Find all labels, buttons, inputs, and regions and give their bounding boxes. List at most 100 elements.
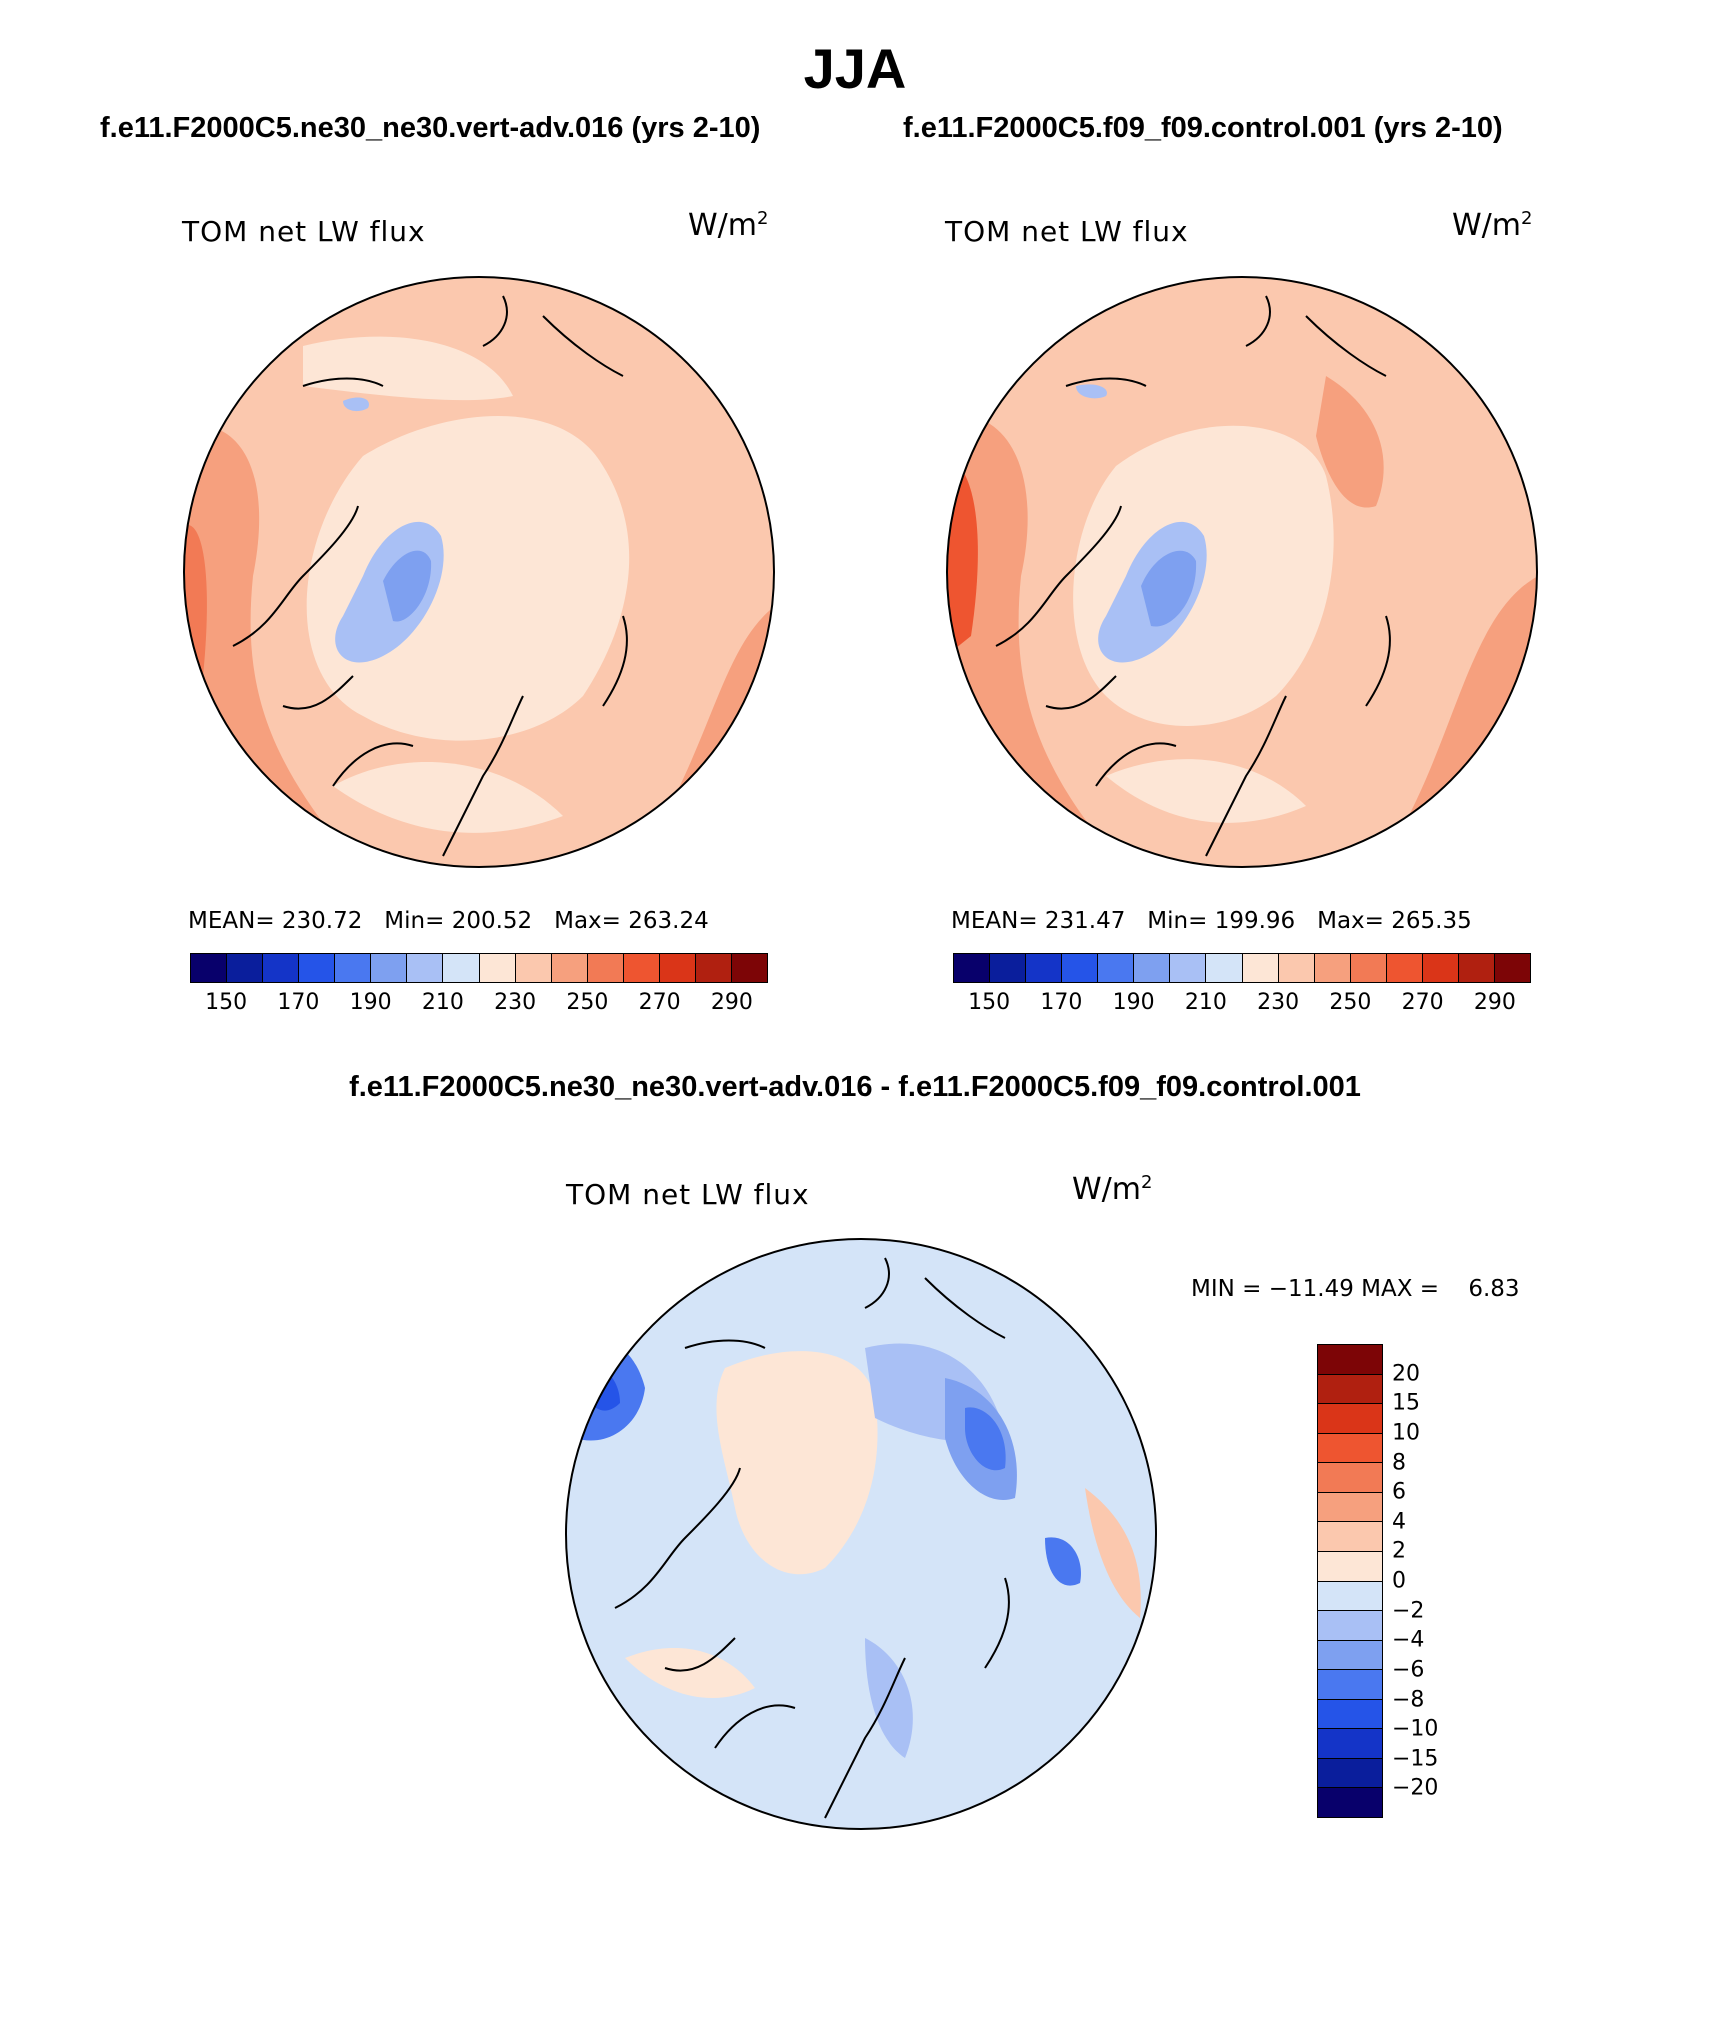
colorbar-swatch	[551, 954, 588, 982]
colorbar-tick-label: 270	[638, 990, 681, 1015]
colorbar-tick-label: 270	[1401, 990, 1444, 1015]
colorbar-tick-label: −20	[1392, 1775, 1439, 1801]
colorbar-swatch	[1318, 1670, 1382, 1700]
map-coastlines	[232, 295, 628, 857]
diff-colorbar-ticks: 20 15 10 8 6 4 2 0 −2 −4 −6 −8 −10 −15 −20	[1392, 1344, 1492, 1818]
colorbar-swatch	[1134, 954, 1171, 982]
colorbar-swatch	[695, 954, 732, 982]
map-fill-positive-east	[1085, 1488, 1141, 1618]
colorbar-swatch	[990, 954, 1027, 982]
left-colorbar	[190, 953, 768, 983]
colorbar-swatch	[1318, 1433, 1382, 1464]
colorbar-swatch	[1206, 954, 1243, 982]
colorbar-swatch	[1318, 1345, 1382, 1375]
map-fill-north	[303, 336, 513, 401]
colorbar-swatch	[1318, 1522, 1382, 1552]
diff-units-label: W/m2	[1072, 1172, 1153, 1207]
colorbar-swatch	[1242, 954, 1279, 982]
colorbar-swatch	[1098, 954, 1135, 982]
colorbar-swatch	[371, 954, 408, 982]
colorbar-swatch	[1318, 1729, 1382, 1759]
map-border	[946, 276, 1538, 868]
map-fill-warm-east	[1316, 376, 1384, 508]
colorbar-swatch	[1026, 954, 1063, 982]
colorbar-tick-label: 150	[968, 990, 1011, 1015]
left-stats: MEAN= 230.72 Min= 200.52 Max= 263.24	[188, 908, 709, 934]
map-fill-arctic-core	[306, 416, 630, 741]
colorbar-tick-label: 210	[421, 990, 464, 1015]
colorbar-swatch	[1062, 954, 1099, 982]
colorbar-tick-label: 150	[205, 990, 248, 1015]
colorbar-swatch	[1278, 954, 1315, 982]
colorbar-swatch	[1318, 1699, 1382, 1730]
colorbar-swatch	[954, 954, 991, 982]
colorbar-swatch	[1318, 1492, 1382, 1523]
colorbar-swatch	[335, 954, 372, 982]
colorbar-swatch	[263, 954, 300, 982]
colorbar-tick-label: −6	[1392, 1657, 1425, 1683]
colorbar-swatch	[1318, 1640, 1382, 1671]
colorbar-tick-label: 170	[277, 990, 320, 1015]
colorbar-tick-label: 230	[1257, 990, 1300, 1015]
colorbar-swatch	[1386, 954, 1423, 982]
colorbar-swatch	[1350, 954, 1387, 982]
colorbar-tick-label: −15	[1392, 1746, 1439, 1772]
colorbar-tick-label: 6	[1392, 1479, 1406, 1505]
colorbar-tick-label: −4	[1392, 1627, 1425, 1653]
colorbar-swatch	[1314, 954, 1351, 982]
right-stats: MEAN= 231.47 Min= 199.96 Max= 265.35	[951, 908, 1472, 934]
left-polar-map	[183, 276, 775, 868]
colorbar-swatch	[1494, 954, 1530, 982]
colorbar-tick-label: −2	[1392, 1598, 1425, 1624]
map-fill-negative-south	[865, 1638, 913, 1758]
colorbar-swatch	[1422, 954, 1459, 982]
right-colorbar-ticks: 150 170 190 210 230 250 270 290	[953, 990, 1531, 1020]
colorbar-tick-label: 190	[349, 990, 392, 1015]
map-fill-positive-sw	[625, 1648, 755, 1698]
right-case-title: f.e11.F2000C5.f09_f09.control.001 (yrs 2…	[903, 112, 1503, 144]
right-variable-label: TOM net LW flux	[945, 215, 1189, 248]
diff-polar-map	[565, 1238, 1157, 1830]
colorbar-swatch	[587, 954, 624, 982]
figure-title: JJA	[803, 37, 907, 100]
colorbar-tick-label: 0	[1392, 1568, 1406, 1594]
left-variable-label: TOM net LW flux	[182, 215, 426, 248]
colorbar-tick-label: 190	[1112, 990, 1155, 1015]
colorbar-swatch	[479, 954, 516, 982]
colorbar-tick-label: 10	[1392, 1420, 1420, 1446]
diff-minmax: MIN = −11.49 MAX = 6.83	[1191, 1276, 1520, 1302]
colorbar-swatch	[1318, 1463, 1382, 1493]
left-colorbar-ticks: 150 170 190 210 230 250 270 290	[190, 990, 768, 1020]
left-units-label: W/m2	[688, 208, 769, 243]
colorbar-swatch	[1318, 1758, 1382, 1789]
diff-variable-label: TOM net LW flux	[566, 1178, 810, 1211]
map-fill-greenland-core	[1141, 550, 1197, 627]
left-case-title: f.e11.F2000C5.ne30_ne30.vert-adv.016 (yr…	[100, 112, 761, 144]
colorbar-tick-label: 20	[1392, 1361, 1420, 1387]
colorbar-swatch	[299, 954, 336, 982]
right-polar-map	[946, 276, 1538, 868]
map-fill-south	[333, 762, 563, 833]
map-fill-cold-patch	[343, 397, 369, 412]
map-fill-south	[1106, 759, 1306, 823]
colorbar-swatch	[731, 954, 767, 982]
diff-colorbar	[1317, 1344, 1383, 1818]
map-border	[565, 1238, 1157, 1830]
colorbar-swatch	[1170, 954, 1207, 982]
colorbar-swatch	[1318, 1788, 1382, 1817]
colorbar-swatch	[1318, 1404, 1382, 1434]
map-fill-arctic-positive	[716, 1351, 878, 1575]
colorbar-tick-label: −8	[1392, 1687, 1425, 1712]
map-fill-negative-ne-core	[965, 1407, 1006, 1471]
map-fill-cold-patch	[1076, 384, 1107, 399]
colorbar-tick-label: 8	[1392, 1450, 1406, 1475]
diff-title: f.e11.F2000C5.ne30_ne30.vert-adv.016 - f…	[349, 1071, 1361, 1103]
colorbar-tick-label: 4	[1392, 1509, 1406, 1535]
colorbar-swatch	[1458, 954, 1495, 982]
map-fill-warmest-right	[1456, 756, 1537, 867]
right-units-label: W/m2	[1452, 208, 1533, 243]
right-colorbar	[953, 953, 1531, 983]
map-fill-base	[566, 1239, 1156, 1829]
colorbar-swatch	[443, 954, 480, 982]
colorbar-tick-label: 290	[1473, 990, 1516, 1015]
